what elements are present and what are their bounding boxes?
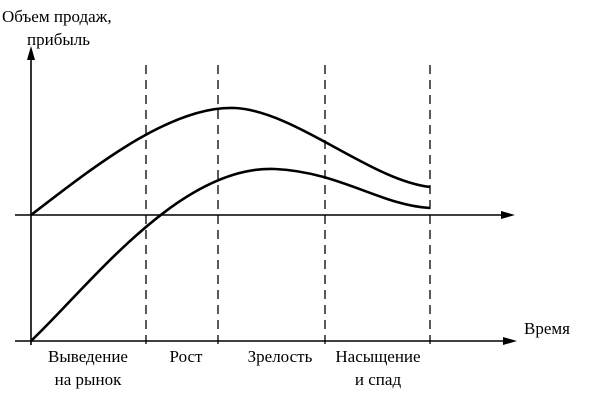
x-axis-label: Время bbox=[524, 319, 570, 338]
y-axis-arrow bbox=[27, 46, 35, 60]
stage-label: и спад bbox=[355, 370, 402, 389]
profit-curve bbox=[30, 167, 431, 342]
y-axis-label: прибыль bbox=[27, 30, 90, 49]
stage-label: на рынок bbox=[55, 370, 122, 389]
stage-label: Насыщение bbox=[335, 347, 420, 366]
stage-label: Выведение bbox=[48, 347, 128, 366]
stage-label: Рост bbox=[170, 347, 204, 366]
zero-axis-arrow bbox=[501, 211, 515, 219]
time-axis-arrow bbox=[503, 337, 517, 345]
y-axis-label: Объем продаж, bbox=[2, 7, 112, 26]
stage-label: Зрелость bbox=[248, 347, 313, 366]
sales-curve bbox=[30, 106, 431, 217]
